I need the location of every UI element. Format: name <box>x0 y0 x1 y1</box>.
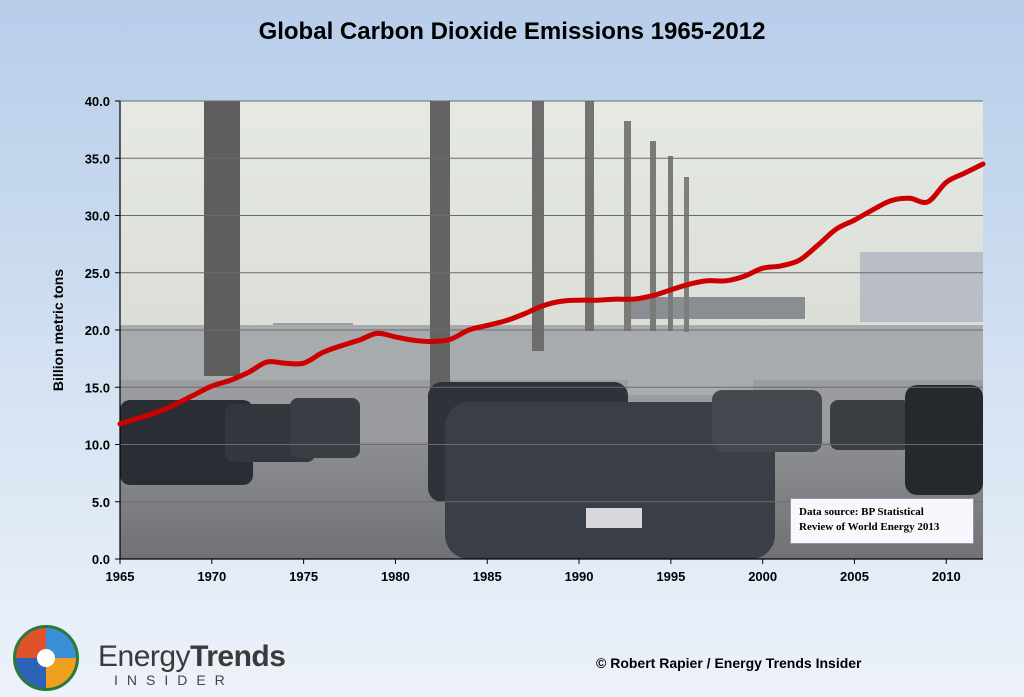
brand-logo: EnergyTrends INSIDER <box>8 620 308 692</box>
data-source-annotation: Data source: BP Statistical Review of Wo… <box>790 498 974 544</box>
x-tick-label: 2005 <box>840 569 869 584</box>
brand-name-light: Energy <box>98 640 191 673</box>
y-tick-labels: 0.0 5.0 10.0 15.0 20.0 25.0 30.0 35.0 40.0 <box>85 94 110 567</box>
axes <box>115 100 983 564</box>
brand-subtitle: INSIDER <box>114 672 234 688</box>
y-tick-label: 5.0 <box>92 495 110 510</box>
y-tick-label: 30.0 <box>85 209 110 224</box>
x-tick-label: 1970 <box>197 569 226 584</box>
energy-trends-emblem-icon <box>13 625 79 691</box>
brand-name-bold: Trends <box>190 640 286 673</box>
x-tick-label: 1995 <box>656 569 685 584</box>
y-tick-label: 35.0 <box>85 151 110 166</box>
series-line-0 <box>117 161 986 427</box>
copyright-notice: © Robert Rapier / Energy Trends Insider <box>596 655 862 671</box>
annotation-line-2: Review of World Energy 2013 <box>799 521 940 533</box>
y-tick-label: 15.0 <box>85 380 110 395</box>
y-tick-label: 20.0 <box>85 323 110 338</box>
x-tick-label: 2000 <box>748 569 777 584</box>
x-tick-label: 1990 <box>565 569 594 584</box>
y-tick-label: 10.0 <box>85 438 110 453</box>
x-tick-label: 1975 <box>289 569 318 584</box>
chart-title: Global Carbon Dioxide Emissions 1965-201… <box>258 18 766 45</box>
y-tick-label: 40.0 <box>85 94 110 109</box>
x-tick-label: 1985 <box>473 569 502 584</box>
annotation-line-1: Data source: BP Statistical <box>799 506 924 518</box>
x-tick-labels: 1965 1970 1975 1980 1985 1990 1995 2000 2005 2010 <box>106 569 961 584</box>
x-tick-label: 2010 <box>932 569 961 584</box>
y-tick-label: 0.0 <box>92 552 110 567</box>
y-tick-label: 25.0 <box>85 266 110 281</box>
x-tick-label: 1965 <box>106 569 135 584</box>
x-tick-label: 1980 <box>381 569 410 584</box>
brand-name: EnergyTrends <box>98 640 286 674</box>
series-layer <box>117 161 986 427</box>
